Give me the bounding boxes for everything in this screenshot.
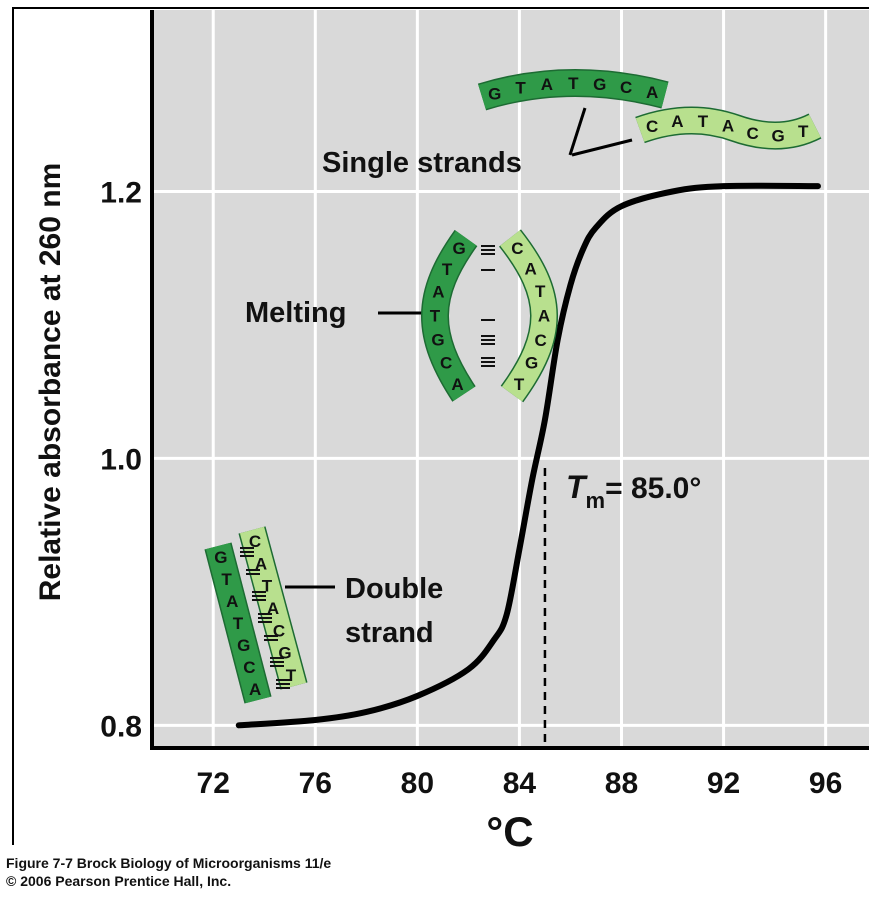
base-letter: G <box>771 126 784 145</box>
x-tick-label: 80 <box>401 767 434 800</box>
base-letter: T <box>515 79 526 98</box>
base-letter: T <box>514 375 525 394</box>
base-letter: T <box>286 666 297 685</box>
base-letter: G <box>214 548 227 567</box>
tm-subscript: m <box>586 488 606 513</box>
base-letter: A <box>226 592 238 611</box>
leader-line <box>568 107 587 156</box>
strand <box>635 108 821 148</box>
plot-content <box>235 182 821 748</box>
tm-symbol: T <box>566 469 588 505</box>
base-letter: A <box>646 83 658 102</box>
base-letter: C <box>243 658 255 677</box>
x-tick-label: 84 <box>503 767 537 800</box>
base-letter: T <box>233 614 244 633</box>
base-letter: A <box>671 112 683 131</box>
base-letter: C <box>534 331 546 350</box>
strand <box>239 526 307 690</box>
y-tick-label: 1.2 <box>100 176 142 209</box>
x-tick-label: 88 <box>605 767 638 800</box>
y-tick-label: 1.0 <box>100 443 142 476</box>
base-letter: G <box>431 331 444 350</box>
single-strands-label: Single strands <box>322 147 522 179</box>
leader-line <box>571 138 633 157</box>
base-letter: G <box>488 84 501 103</box>
base-letter: C <box>440 353 452 372</box>
strand-label: strand <box>345 617 434 649</box>
frame <box>12 7 869 845</box>
x-tick-label: 96 <box>809 767 842 800</box>
base-letter: A <box>249 680 261 699</box>
base-letter: T <box>535 282 546 301</box>
base-letter: A <box>432 283 444 302</box>
caption-line: Figure 7-7 Brock Biology of Microorganis… <box>6 855 331 871</box>
base-letter: G <box>278 644 291 663</box>
base-letter: A <box>267 599 279 618</box>
tm-value: = 85.0° <box>605 472 701 505</box>
base-letter: T <box>262 577 273 596</box>
y-tick-label: 0.8 <box>100 710 142 743</box>
base-letter: G <box>525 354 538 373</box>
x-tick-label: 76 <box>299 767 332 800</box>
strand <box>205 542 271 704</box>
base-letter: T <box>221 570 232 589</box>
base-letter: T <box>430 307 441 326</box>
strand <box>422 230 477 401</box>
base-letter: G <box>237 636 250 655</box>
base-letter: A <box>451 375 463 394</box>
x-axis-title: °C <box>486 808 533 855</box>
tm-annotation: Tm= 85.0° <box>566 469 701 513</box>
y-axis-title: Relative absorbance at 260 nm <box>34 163 67 602</box>
caption-line: © 2006 Pearson Prentice Hall, Inc. <box>6 873 231 889</box>
base-letter: A <box>722 117 734 136</box>
base-letter: T <box>568 74 579 93</box>
base-letter: A <box>524 260 536 279</box>
base-letter: C <box>646 117 658 136</box>
illustrations: G T A T G C AC A T A C G TGTATGCACATACGTGTATGCACATAC… <box>204 69 822 704</box>
base-letter: G <box>593 75 606 94</box>
base-letter: C <box>746 124 758 143</box>
data-line <box>235 182 821 729</box>
x-tick-label: 72 <box>197 767 230 800</box>
melting-label: Melting <box>245 297 347 329</box>
base-letter: A <box>541 75 553 94</box>
base-letter: A <box>538 307 550 326</box>
base-letter: A <box>255 554 267 573</box>
base-letter: C <box>249 532 261 551</box>
strand <box>500 230 557 402</box>
x-tick-label: 92 <box>707 767 740 800</box>
strand <box>478 70 669 109</box>
base-letter: T <box>442 260 453 279</box>
base-letter: T <box>798 122 809 141</box>
base-letter: C <box>620 78 632 97</box>
base-letter: C <box>511 239 523 258</box>
base-letter: T <box>698 112 709 131</box>
base-letter: C <box>273 621 285 640</box>
base-letter: G <box>453 239 466 258</box>
double-label: Double <box>345 573 443 605</box>
